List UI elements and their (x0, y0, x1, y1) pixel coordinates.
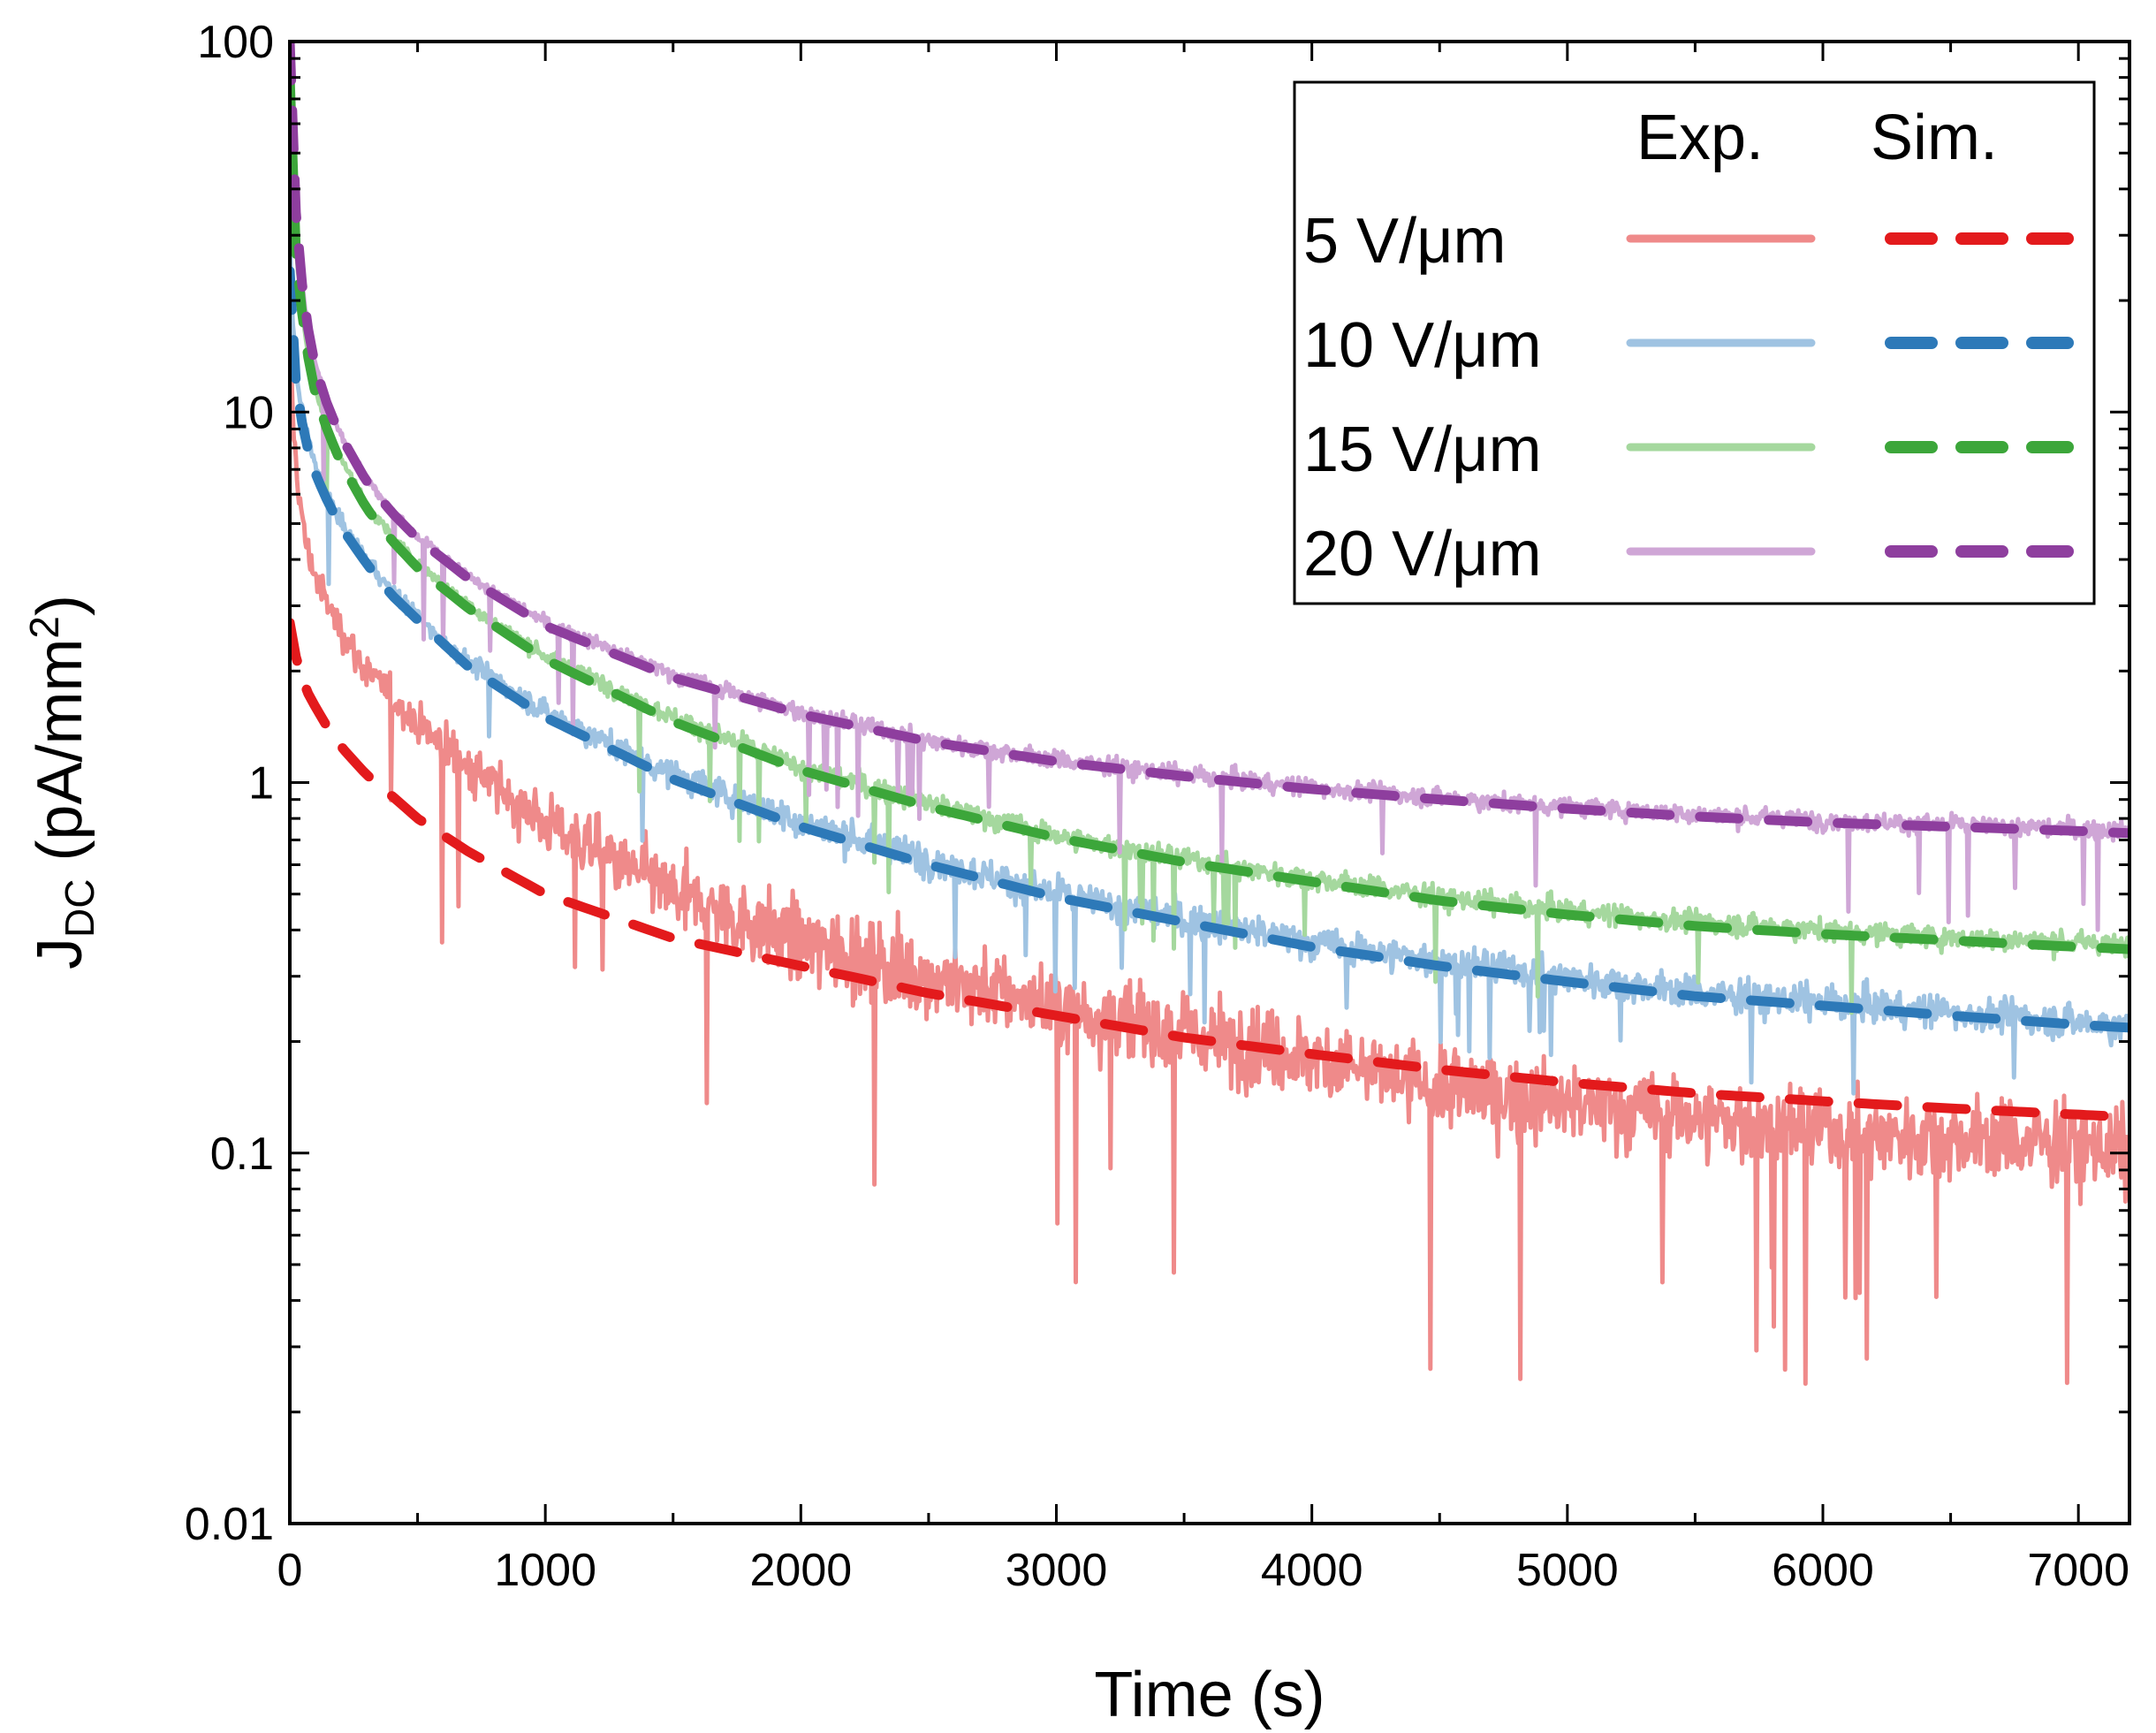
y-axis-title-superscript: 2 (21, 616, 67, 639)
x-tick-label: 4000 (1261, 1545, 1363, 1596)
series-line-sim (290, 72, 2129, 954)
series-line-sim (290, 618, 2129, 1122)
x-tick-label: 0 (277, 1545, 303, 1596)
y-tick-label: 1 (248, 758, 274, 809)
x-tick-label: 6000 (1772, 1545, 1874, 1596)
series-line-sim (290, 266, 2129, 1033)
legend-label: 15 V/μm (1303, 414, 1542, 485)
y-tick-label: 0.1 (210, 1129, 274, 1180)
y-tick-label: 100 (197, 17, 274, 68)
x-tick-label: 1000 (494, 1545, 596, 1596)
axis-tick-labels: 0 1000 2000 3000 4000 5000 6000 7000 0.01 0.1 1 10 1… (185, 17, 2129, 1596)
x-tick-label: 5000 (1516, 1545, 1619, 1596)
legend-label: 20 V/μm (1303, 519, 1542, 589)
legend-row: 10 V/μm (1303, 310, 1542, 381)
x-tick-label: 2000 (749, 1545, 852, 1596)
y-axis-title-main: J (25, 938, 95, 969)
x-tick-label: 3000 (1006, 1545, 1108, 1596)
legend-rows: 5 V/μm 10 V/μm 15 V/μm 20 V/μm (1303, 206, 1542, 589)
legend: Exp. Sim. 5 V/μm 10 V/μm 15 V/μm 20 V/μm (1293, 80, 2096, 605)
legend-label: 5 V/μm (1303, 206, 1507, 277)
legend-row: 20 V/μm (1303, 519, 1542, 589)
legend-swatches (1626, 232, 2074, 558)
legend-row: 15 V/μm (1303, 414, 1542, 485)
y-tick-label: 0.01 (185, 1499, 274, 1550)
y-axis-title: JDC (pA/mm2) (21, 595, 102, 969)
y-axis-title-unit: (pA/mm (25, 639, 95, 879)
legend-row: 5 V/μm (1303, 206, 1507, 277)
legend-header-exp: Exp. (1636, 103, 1764, 173)
axis-ticks (288, 42, 2129, 1525)
y-tick-label: 10 (223, 387, 274, 438)
legend-label: 10 V/μm (1303, 310, 1542, 381)
y-axis-title-subscript: DC (57, 879, 102, 938)
y-axis-title-unit-close: ) (25, 595, 95, 616)
series-layer (290, 42, 2129, 1387)
x-axis-title: Time (s) (1094, 1660, 1325, 1730)
legend-header-sim: Sim. (1871, 103, 1998, 173)
x-tick-label: 7000 (2027, 1545, 2129, 1596)
series-line-exp (290, 42, 2129, 932)
